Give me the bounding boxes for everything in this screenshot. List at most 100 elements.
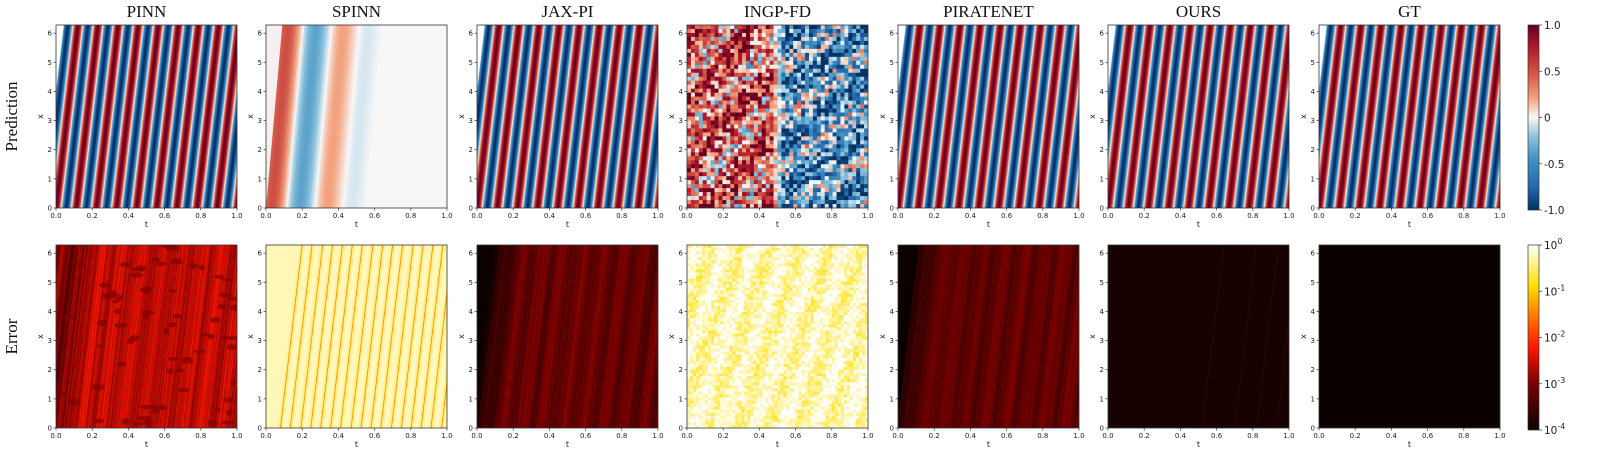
x-tick-label: 0.8: [826, 212, 837, 220]
x-tick-label: 0.6: [580, 212, 592, 220]
x-tick-label: 0.2: [718, 212, 729, 220]
y-tick-label: 2: [1311, 146, 1315, 154]
prediction-heatmap-gt: [1319, 25, 1500, 208]
y-tick-label: 3: [1100, 337, 1104, 345]
x-tick-label: 1.0: [1494, 212, 1505, 220]
column-title-gt: GT: [1398, 2, 1421, 21]
x-tick-label: 0.0: [260, 432, 271, 440]
y-tick-label: 6: [1311, 250, 1316, 258]
y-tick-label: 5: [48, 279, 52, 287]
y-axis-label: x: [1299, 114, 1308, 119]
error-heatmap-pinn: [56, 245, 237, 428]
y-tick-label: 1: [258, 175, 262, 183]
colorbar-tick-label: 10-3: [1544, 376, 1565, 391]
y-tick-label: 5: [1311, 59, 1315, 67]
x-tick-label: 0.2: [508, 432, 519, 440]
x-axis-label: t: [1197, 440, 1200, 449]
y-tick-label: 4: [469, 308, 474, 316]
x-tick-label: 0.4: [1175, 432, 1187, 440]
prediction-heatmap-ingp-fd: [687, 25, 868, 208]
x-tick-label: 1.0: [1494, 432, 1505, 440]
y-tick-label: 0: [48, 205, 52, 213]
y-tick-label: 1: [1311, 395, 1315, 403]
y-tick-label: 3: [258, 337, 262, 345]
y-axis-label: x: [36, 114, 45, 119]
error-panel-spinn-frame: [265, 244, 448, 429]
y-tick-label: 1: [1100, 175, 1104, 183]
prediction-heatmap-spinn: [266, 25, 447, 208]
x-tick-label: 0.2: [1139, 432, 1150, 440]
x-tick-label: 0.6: [369, 432, 381, 440]
y-tick-label: 6: [1100, 250, 1105, 258]
prediction-panel-ours-frame: [1107, 24, 1290, 209]
x-tick-label: 0.8: [1247, 432, 1258, 440]
x-tick-label: 0.0: [471, 212, 482, 220]
error-panel-jax-pi-frame: [476, 244, 659, 429]
error-panel-jax-pi: 0.0 0.2 0.4 0.6 0.8 1.0 0 1 2 3 4 5 6 t x: [457, 244, 664, 449]
y-axis-label: x: [246, 114, 255, 119]
y-tick-label: 3: [1311, 337, 1315, 345]
x-tick-label: 0.8: [616, 212, 627, 220]
y-tick-label: 2: [1100, 366, 1104, 374]
prediction-panel-ingp-fd: 0.0 0.2 0.4 0.6 0.8 1.0 0 1 2 3 4 5 6 t x: [667, 24, 874, 229]
colorbar-tick-label: -1.0: [1544, 205, 1565, 217]
prediction-panel-gt-frame: [1318, 24, 1501, 209]
error-panel-ours-frame: [1107, 244, 1290, 429]
x-tick-label: 0.6: [159, 212, 171, 220]
x-tick-label: 0.4: [1175, 212, 1187, 220]
colorbar-tick-label: 10-2: [1544, 330, 1565, 345]
y-tick-label: 6: [679, 250, 684, 258]
x-tick-label: 0.2: [718, 432, 729, 440]
x-tick-label: 1.0: [862, 432, 873, 440]
prediction-heatmap-jax-pi: [477, 25, 658, 208]
prediction-panel-gt-axes: 0.0 0.2 0.4 0.6 0.8 1.0 0 1 2 3 4 5 6 t x: [1299, 24, 1506, 229]
y-tick-label: 5: [890, 59, 894, 67]
y-tick-label: 5: [258, 279, 262, 287]
y-tick-label: 0: [469, 205, 473, 213]
x-tick-label: 0.0: [1313, 212, 1324, 220]
y-axis-label: x: [457, 334, 466, 339]
y-tick-label: 6: [890, 30, 895, 38]
error-panel-spinn: 0.0 0.2 0.4 0.6 0.8 1.0 0 1 2 3 4 5 6 t x: [246, 244, 453, 449]
y-axis-label: x: [878, 114, 887, 119]
y-axis-label: x: [246, 334, 255, 339]
y-tick-label: 4: [469, 88, 474, 96]
y-tick-label: 5: [258, 59, 262, 67]
x-axis-label: t: [145, 440, 148, 449]
error-panel-jax-pi-axes: 0.0 0.2 0.4 0.6 0.8 1.0 0 1 2 3 4 5 6 t x: [457, 244, 664, 449]
y-tick-label: 5: [1311, 279, 1315, 287]
error-heatmap-jax-pi: [477, 245, 658, 428]
prediction-panel-ingp-fd-frame: [686, 24, 869, 209]
x-tick-label: 0.4: [123, 212, 135, 220]
x-axis-label: t: [145, 220, 148, 229]
error-panel-spinn-axes: 0.0 0.2 0.4 0.6 0.8 1.0 0 1 2 3 4 5 6 t x: [246, 244, 453, 449]
x-axis-label: t: [987, 220, 990, 229]
y-axis-label: x: [1088, 114, 1097, 119]
y-tick-label: 0: [1100, 205, 1104, 213]
y-tick-label: 5: [469, 279, 473, 287]
y-tick-label: 6: [679, 30, 684, 38]
x-tick-label: 0.0: [1102, 212, 1113, 220]
y-tick-label: 2: [1311, 366, 1315, 374]
x-axis-label: t: [1408, 440, 1411, 449]
x-tick-label: 0.0: [1102, 432, 1113, 440]
y-tick-label: 0: [258, 205, 262, 213]
y-tick-label: 3: [469, 337, 473, 345]
prediction-panel-spinn: 0.0 0.2 0.4 0.6 0.8 1.0 0 1 2 3 4 5 6 t x: [246, 24, 453, 229]
x-tick-label: 0.0: [50, 212, 61, 220]
y-tick-label: 4: [679, 88, 684, 96]
y-tick-label: 1: [469, 175, 473, 183]
x-tick-label: 0.0: [681, 432, 692, 440]
colorbar-tick-label: 10-1: [1544, 283, 1565, 298]
prediction-colorbar: 1.0 0.5 0 -0.5 -1.0: [1527, 20, 1565, 217]
x-tick-label: 0.0: [260, 212, 271, 220]
row-label-prediction: Prediction: [2, 81, 21, 151]
x-tick-label: 0.6: [580, 432, 592, 440]
prediction-panel-ours-axes: 0.0 0.2 0.4 0.6 0.8 1.0 0 1 2 3 4 5 6 t x: [1088, 24, 1295, 229]
y-tick-label: 4: [1100, 88, 1105, 96]
y-tick-label: 6: [469, 250, 474, 258]
x-tick-label: 0.4: [544, 432, 556, 440]
y-tick-label: 4: [258, 308, 263, 316]
error-heatmap-ours: [1108, 245, 1289, 428]
x-tick-label: 0.2: [929, 432, 940, 440]
